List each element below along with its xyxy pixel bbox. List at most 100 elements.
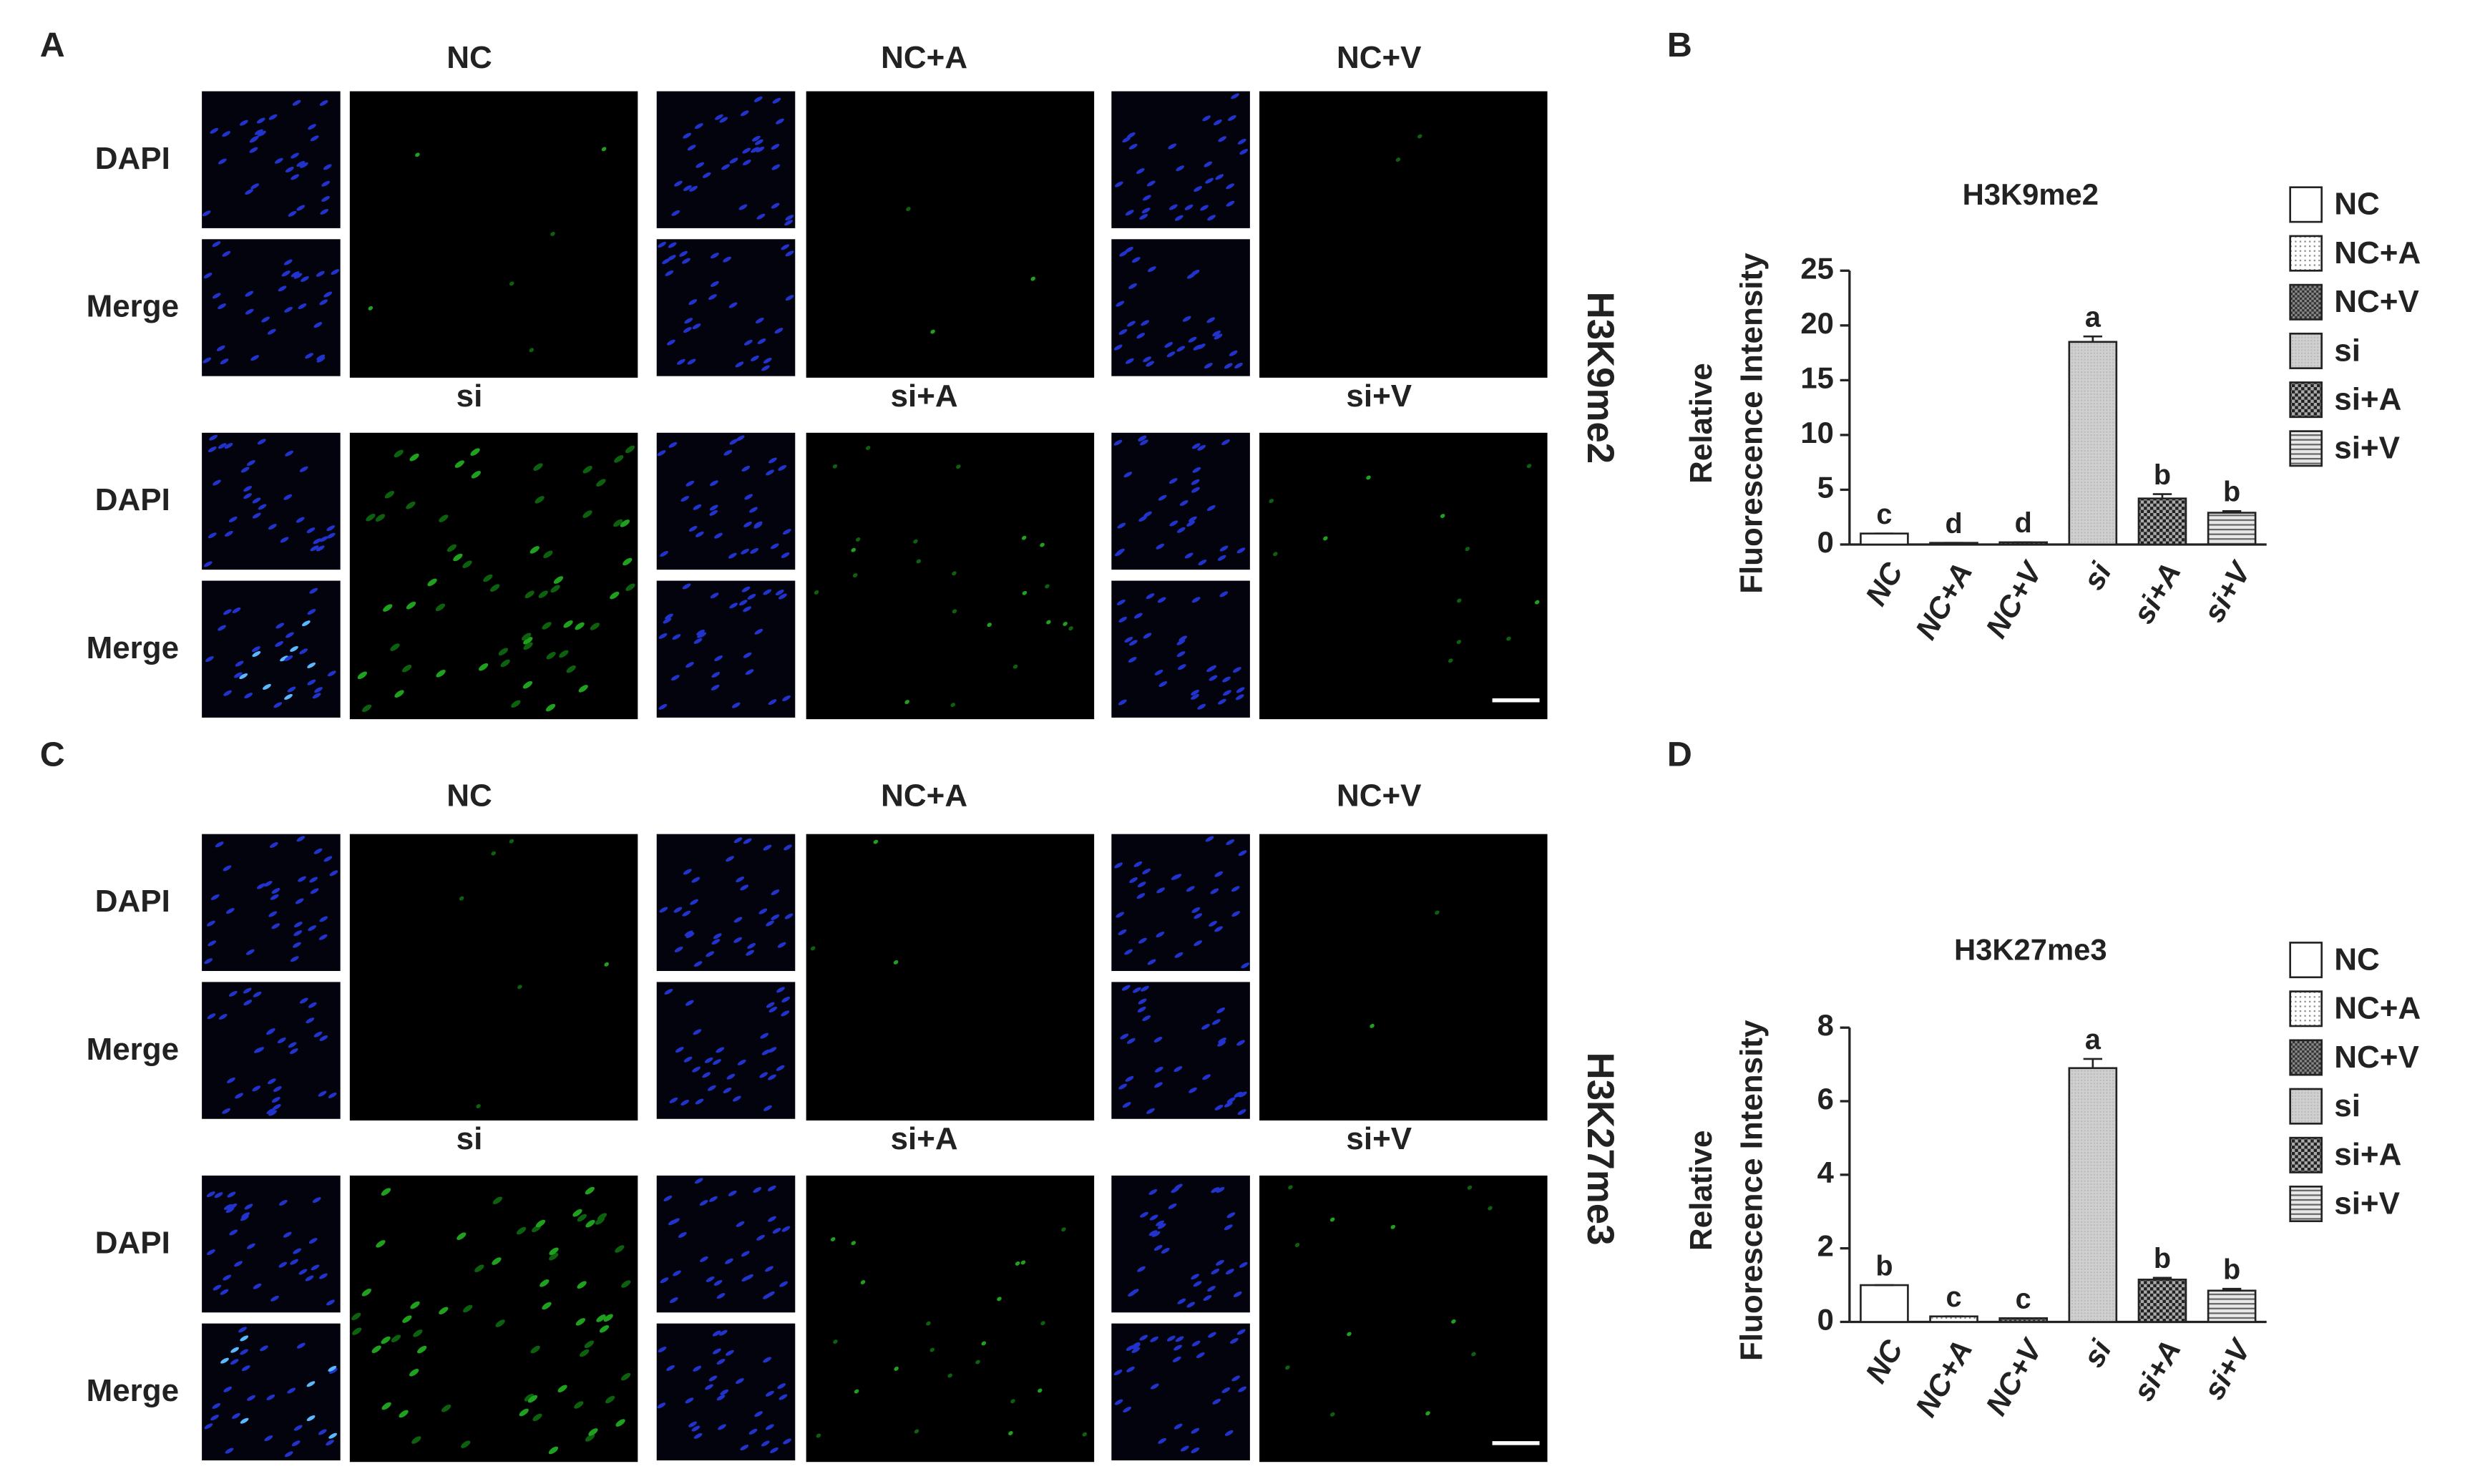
nucleus [1131,257,1141,263]
nucleus [733,917,743,923]
nucleus [1191,907,1201,913]
nucleus [1133,987,1141,993]
nucleus [1151,1231,1161,1237]
green-signal [615,1419,625,1427]
nucleus [207,1013,216,1020]
nucleus [1156,887,1166,894]
nucleus [215,841,224,848]
nucleus [767,1185,776,1191]
nucleus [1218,698,1226,705]
nucleus [256,883,265,889]
nucleus [779,1281,788,1287]
nucleus [1168,143,1177,150]
nucleus [753,1187,762,1193]
nucleus [288,1042,297,1048]
nucleus [778,464,787,471]
nucleus [291,152,299,159]
nucleus [316,545,325,552]
y-axis-label: Relative [1684,363,1719,484]
green-signal [1425,1411,1430,1416]
nucleus [778,1394,788,1400]
nucleus [252,497,261,504]
nucleus [250,355,260,361]
green-signal [1323,536,1328,541]
nucleus [777,1383,786,1390]
legend-swatch [2289,1186,2323,1223]
nucleus [729,602,738,609]
nucleus [729,157,738,164]
green-signal [457,1232,467,1240]
nucleus [754,1411,763,1417]
nucleus [685,662,694,668]
nucleus [1141,985,1149,992]
nucleus [282,270,291,277]
nucleus [271,923,280,929]
nucleus [328,1092,337,1098]
green-signal [462,560,472,568]
nucleus [665,270,674,276]
nucleus [1191,487,1200,493]
nucleus [1118,1083,1128,1090]
nucleus [775,590,784,596]
y-tick-label: 10 [1800,416,1833,449]
nucleus [1173,1423,1183,1430]
green-signal [1526,464,1532,469]
green-signal [441,1404,451,1412]
nucleus [1116,912,1125,918]
nucleus [1179,500,1188,507]
nucleus [1231,93,1239,99]
nucleus [740,1445,749,1451]
green-signal [538,590,548,598]
nucleus [273,702,283,708]
nucleus [763,357,772,364]
nucleus [1238,1091,1247,1098]
nucleus [1171,1187,1180,1193]
nucleus [311,1264,320,1271]
green-signal [904,700,909,705]
nucleus [1217,1040,1226,1047]
nucleus [728,1190,737,1196]
green-signal [361,1289,371,1297]
dapi-thumbnail [1111,432,1250,570]
nucleus [243,493,252,499]
nucleus [1188,1087,1197,1093]
nucleus [1218,1038,1227,1044]
nucleus [1233,1291,1242,1297]
error-bar [2222,1287,2242,1291]
nucleus [327,670,336,677]
green-signal [540,1279,550,1287]
green-signal [563,620,573,628]
nucleus [771,889,780,896]
legend-label: NC+A [2334,991,2421,1026]
legend-label: NC+A [2334,235,2421,270]
green-signal [511,700,521,708]
nucleus [319,1273,328,1279]
nucleus [208,446,217,453]
group-label: NC+A [881,40,967,75]
green-signal [832,464,838,469]
green-signal [605,1395,615,1404]
nucleus [693,1432,703,1439]
nucleus [757,338,766,345]
nucleus [307,662,316,668]
group-label: NC [446,40,492,75]
nucleus [319,1035,328,1041]
nucleus [710,480,718,487]
nucleus [699,1256,708,1262]
green-signal [893,960,899,965]
green-signal [981,1341,987,1346]
dapi-thumbnail [656,580,796,718]
green-signal [500,659,510,668]
nucleus [1146,361,1155,367]
nucleus [784,844,792,851]
nucleus [318,934,328,940]
nucleus [1182,316,1191,322]
nucleus [320,208,329,215]
nucleus [1186,886,1195,892]
nucleus [671,210,680,216]
side-label: H3K9me2 [1579,292,1621,464]
nucleus [230,1359,239,1365]
nucleus [321,180,331,187]
green-signal [614,455,624,463]
nucleus [743,521,752,527]
